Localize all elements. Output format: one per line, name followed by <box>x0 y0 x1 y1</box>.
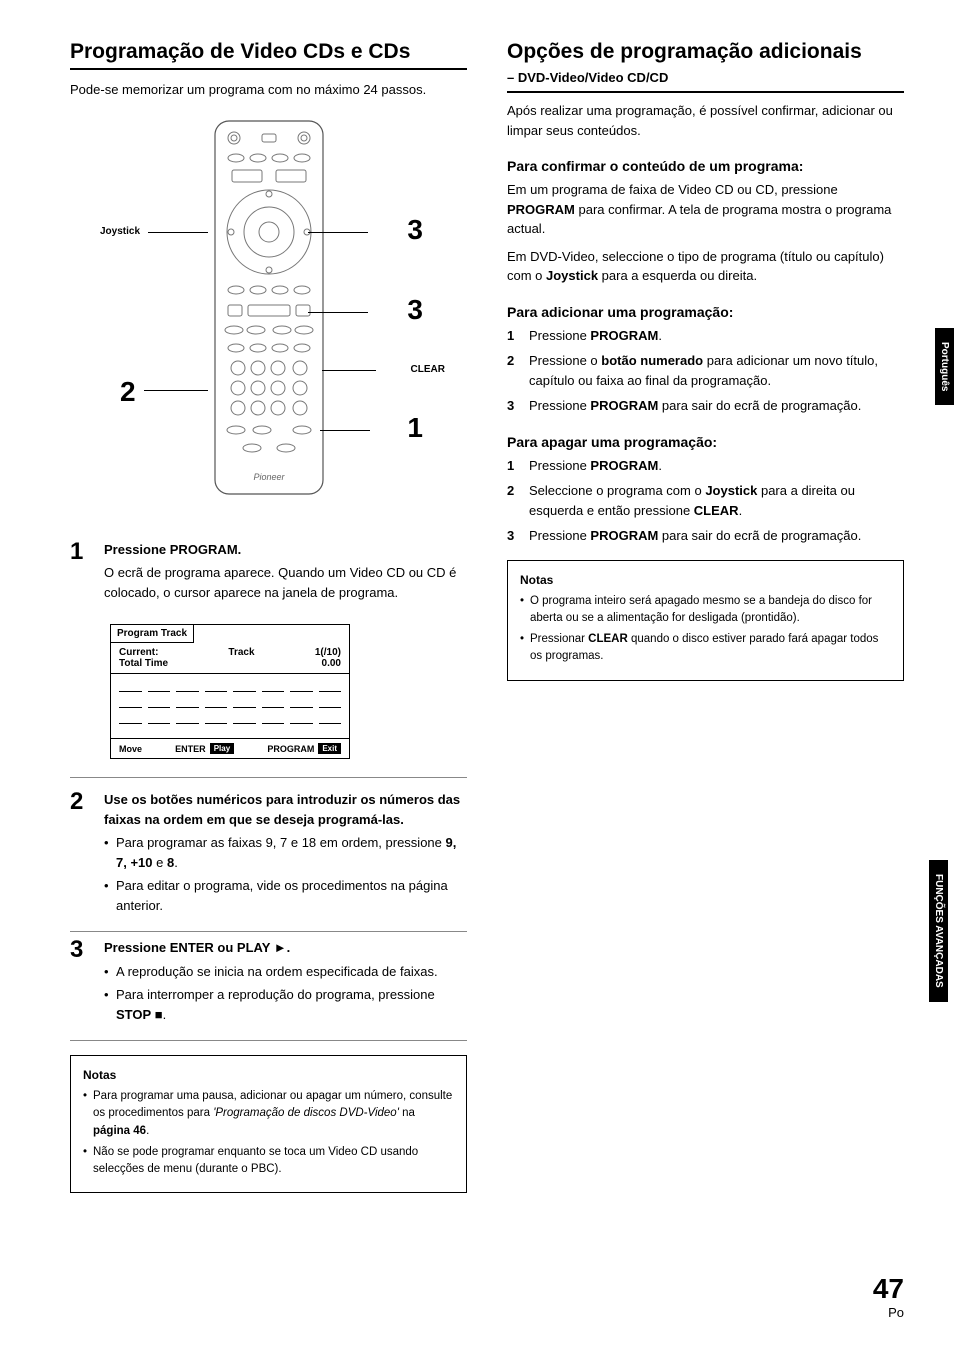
left-notes: Notas Para programar uma pausa, adiciona… <box>70 1055 467 1193</box>
callout-1: 1 <box>407 412 423 444</box>
right-title: Opções de programação adicionais <box>507 40 904 68</box>
confirm-head: Para confirmar o conteúdo de um programa… <box>507 158 904 174</box>
remote-svg: Pioneer <box>214 120 324 495</box>
right-notes: Notas O programa inteiro será apagado me… <box>507 560 904 681</box>
remote-diagram: Pioneer Joystick 3 3 CLEAR 2 1 <box>70 120 467 510</box>
right-intro: Após realizar uma programação, é possíve… <box>507 101 904 140</box>
step2-bullet-0: Para programar as faixas 9, 7 e 18 em or… <box>104 833 467 872</box>
step-3: 3 Pressione ENTER ou PLAY ►. A reproduçã… <box>70 938 467 1041</box>
side-tab-language: Português <box>935 328 954 405</box>
svg-text:Pioneer: Pioneer <box>253 472 285 482</box>
right-subtitle: – DVD-Video/Video CD/CD <box>507 70 904 93</box>
add-head: Para adicionar uma programação: <box>507 304 904 320</box>
label-joystick: Joystick <box>100 226 140 237</box>
right-column: Opções de programação adicionais – DVD-V… <box>507 40 904 1193</box>
callout-3b: 3 <box>407 294 423 326</box>
side-tab-section: FUNÇÕES AVANÇADAS <box>923 840 954 1022</box>
left-title: Programação de Video CDs e CDs <box>70 40 467 70</box>
step-1: 1 Pressione PROGRAM. O ecrã de programa … <box>70 540 467 615</box>
step-2: 2 Use os botões numéricos para introduzi… <box>70 790 467 932</box>
callout-3a: 3 <box>407 214 423 246</box>
page-number: 47 Po <box>873 1273 904 1320</box>
left-intro: Pode-se memorizar um programa com no máx… <box>70 80 467 100</box>
left-column: Programação de Video CDs e CDs Pode-se m… <box>70 40 467 1193</box>
program-track-screen: Program Track Current: Total Time Track … <box>110 624 350 759</box>
step3-bullet-1: Para interromper a reprodução do program… <box>104 985 467 1024</box>
callout-2: 2 <box>120 376 136 408</box>
step2-bullet-1: Para editar o programa, vide os procedim… <box>104 876 467 915</box>
label-clear: CLEAR <box>411 364 445 375</box>
step3-bullet-0: A reprodução se inicia na ordem especifi… <box>104 962 467 982</box>
erase-head: Para apagar uma programação: <box>507 434 904 450</box>
